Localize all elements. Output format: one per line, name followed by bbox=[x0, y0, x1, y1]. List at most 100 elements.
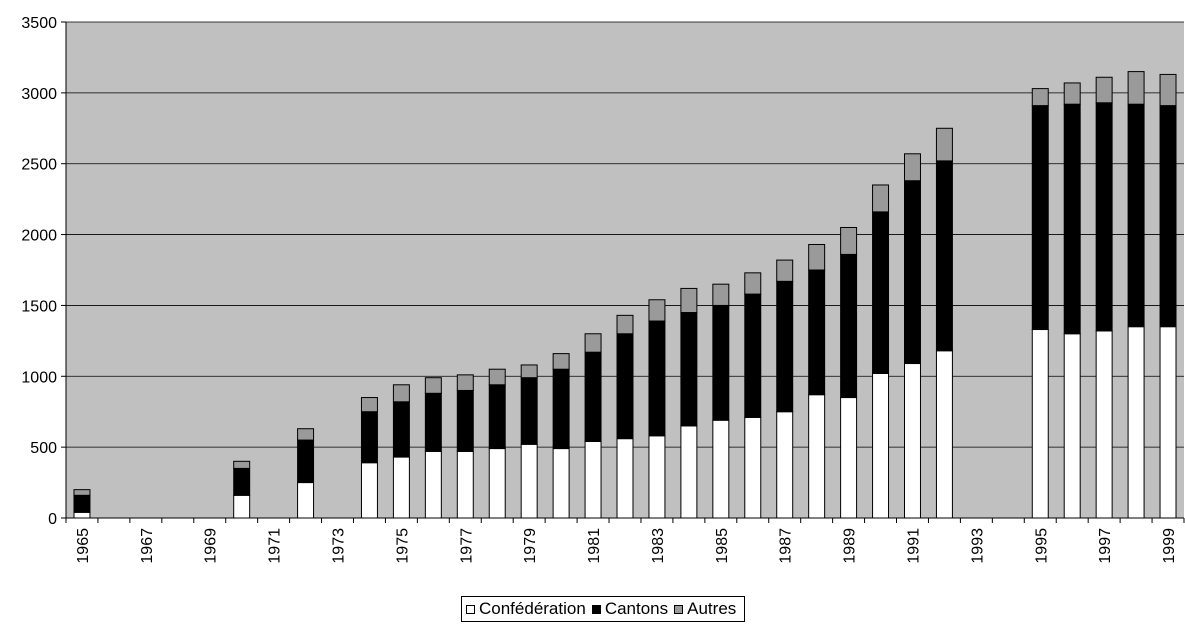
bar-segment-cantons-1998 bbox=[1127, 103, 1145, 328]
bar-segment-cantons-1983 bbox=[648, 320, 666, 437]
bar-segment-autres-1987 bbox=[776, 259, 794, 282]
bar-segment-confdration-1997 bbox=[1095, 330, 1113, 519]
x-tick-label: 1985 bbox=[714, 528, 731, 564]
y-tick-label: 1500 bbox=[21, 298, 57, 315]
legend: Confédération Cantons Autres bbox=[461, 596, 746, 622]
bar-segment-cantons-1978 bbox=[488, 384, 506, 450]
bar-segment-cantons-1975 bbox=[392, 401, 410, 458]
legend-swatch-confederation bbox=[466, 604, 475, 614]
bar-segment-confdration-1998 bbox=[1127, 326, 1145, 519]
bar-segment-cantons-1989 bbox=[840, 253, 858, 399]
bar-segment-autres-1970 bbox=[233, 460, 251, 469]
x-tick-label: 1965 bbox=[75, 528, 92, 564]
bar-segment-confdration-1999 bbox=[1159, 326, 1177, 519]
bar-segment-confdration-1984 bbox=[680, 425, 698, 519]
bar-segment-cantons-1991 bbox=[904, 180, 921, 365]
bar-segment-cantons-1988 bbox=[808, 269, 826, 396]
bar-segment-cantons-1965 bbox=[73, 494, 91, 513]
bar-segment-autres-1980 bbox=[552, 353, 570, 370]
bar-segment-confdration-1987 bbox=[776, 411, 794, 519]
bar-segment-confdration-1991 bbox=[904, 363, 921, 519]
bar-segment-cantons-1996 bbox=[1063, 103, 1081, 335]
bar-segment-autres-1975 bbox=[392, 384, 410, 403]
legend-item-cantons: Cantons bbox=[591, 599, 668, 619]
bar-segment-autres-1992 bbox=[935, 127, 953, 162]
bar-segment-autres-1995 bbox=[1031, 88, 1049, 107]
bar-segment-cantons-1972 bbox=[297, 439, 315, 484]
bar-segment-confdration-1976 bbox=[424, 450, 442, 519]
bar-segment-confdration-1980 bbox=[552, 448, 570, 519]
bar-segment-autres-1999 bbox=[1159, 73, 1177, 107]
bar-segment-autres-1988 bbox=[808, 243, 826, 271]
y-tick-label: 3000 bbox=[21, 86, 57, 103]
x-tick-label: 1995 bbox=[1033, 528, 1050, 564]
bar-segment-autres-1981 bbox=[584, 333, 602, 353]
bar-segment-cantons-1979 bbox=[520, 377, 538, 445]
bar-segment-autres-1982 bbox=[616, 314, 634, 335]
x-tick-label: 1983 bbox=[650, 528, 667, 564]
bar-segment-cantons-1995 bbox=[1031, 105, 1049, 331]
bar-segment-autres-1978 bbox=[488, 368, 506, 386]
y-tick-label: 3500 bbox=[21, 15, 57, 32]
bar-segment-autres-1996 bbox=[1063, 82, 1081, 105]
bar-segment-confdration-1988 bbox=[808, 394, 826, 519]
bar-segment-confdration-1972 bbox=[297, 482, 315, 519]
bar-segment-autres-1965 bbox=[73, 489, 91, 496]
x-tick-label: 1975 bbox=[394, 528, 411, 564]
bar-segment-autres-1991 bbox=[904, 153, 921, 182]
x-tick-label: 1971 bbox=[267, 528, 284, 564]
bar-segment-cantons-1974 bbox=[360, 411, 378, 464]
bar-segment-confdration-1992 bbox=[935, 350, 953, 519]
bar-segment-confdration-1985 bbox=[712, 419, 730, 519]
y-tick-label: 500 bbox=[30, 440, 57, 457]
x-tick-label: 1999 bbox=[1161, 528, 1178, 564]
bar-segment-autres-1974 bbox=[360, 397, 378, 413]
bar-segment-confdration-1983 bbox=[648, 435, 666, 519]
bar-segment-autres-1972 bbox=[297, 428, 315, 441]
x-axis-ticks: 1965 1967 1969 1971 1973 1975 1977 1979 1981 1983… bbox=[65, 518, 1185, 564]
bar-segment-cantons-1976 bbox=[424, 392, 442, 452]
y-axis-ticks: 0 500 1000 1500 2000 2500 3000 3500 bbox=[21, 15, 66, 528]
bar-segment-autres-1998 bbox=[1127, 71, 1145, 105]
bar-segment-confdration-1986 bbox=[744, 416, 762, 519]
legend-swatch-autres bbox=[674, 604, 684, 614]
bar-segment-confdration-1990 bbox=[872, 372, 890, 519]
bar-segment-confdration-1974 bbox=[360, 462, 378, 519]
bar-segment-cantons-1984 bbox=[680, 312, 698, 427]
legend-label-confederation: Confédération bbox=[479, 599, 586, 618]
bar-segment-autres-1990 bbox=[872, 184, 890, 213]
x-tick-label: 1997 bbox=[1097, 528, 1114, 564]
bar-segment-confdration-1981 bbox=[584, 440, 602, 519]
bar-segment-cantons-1981 bbox=[584, 351, 602, 442]
bar-segment-autres-1977 bbox=[456, 374, 474, 391]
x-tick-label: 1987 bbox=[778, 528, 795, 564]
legend-swatch-cantons bbox=[591, 604, 601, 614]
bar-segment-cantons-1997 bbox=[1095, 102, 1113, 332]
bar-segment-autres-1986 bbox=[744, 272, 762, 295]
y-tick-label: 2500 bbox=[21, 157, 57, 174]
bar-segment-confdration-1970 bbox=[233, 494, 251, 519]
bar-segment-cantons-1977 bbox=[456, 389, 474, 452]
bar-segment-cantons-1987 bbox=[776, 280, 794, 413]
bar-segment-confdration-1977 bbox=[456, 450, 474, 519]
x-tick-label: 1979 bbox=[522, 528, 539, 564]
bar-segment-cantons-1985 bbox=[712, 304, 730, 421]
y-tick-label: 1000 bbox=[21, 369, 57, 386]
x-tick-label: 1967 bbox=[139, 528, 156, 564]
bar-segment-confdration-1996 bbox=[1063, 333, 1081, 519]
bar-segment-cantons-1986 bbox=[744, 293, 762, 418]
bar-segment-confdration-1975 bbox=[392, 456, 410, 519]
bar-segment-confdration-1982 bbox=[616, 438, 634, 519]
bar-segment-cantons-1992 bbox=[935, 160, 953, 352]
bar-segment-confdration-1965 bbox=[73, 511, 91, 519]
bars bbox=[73, 71, 1177, 519]
x-tick-label: 1991 bbox=[905, 528, 922, 564]
x-tick-label: 1973 bbox=[331, 528, 348, 564]
bar-segment-autres-1976 bbox=[424, 377, 442, 394]
bar-segment-cantons-1982 bbox=[616, 333, 634, 440]
x-tick-label: 1977 bbox=[458, 528, 475, 564]
bar-segment-confdration-1995 bbox=[1031, 329, 1049, 519]
bar-segment-cantons-1990 bbox=[872, 211, 890, 374]
bar-segment-cantons-1970 bbox=[233, 467, 251, 496]
